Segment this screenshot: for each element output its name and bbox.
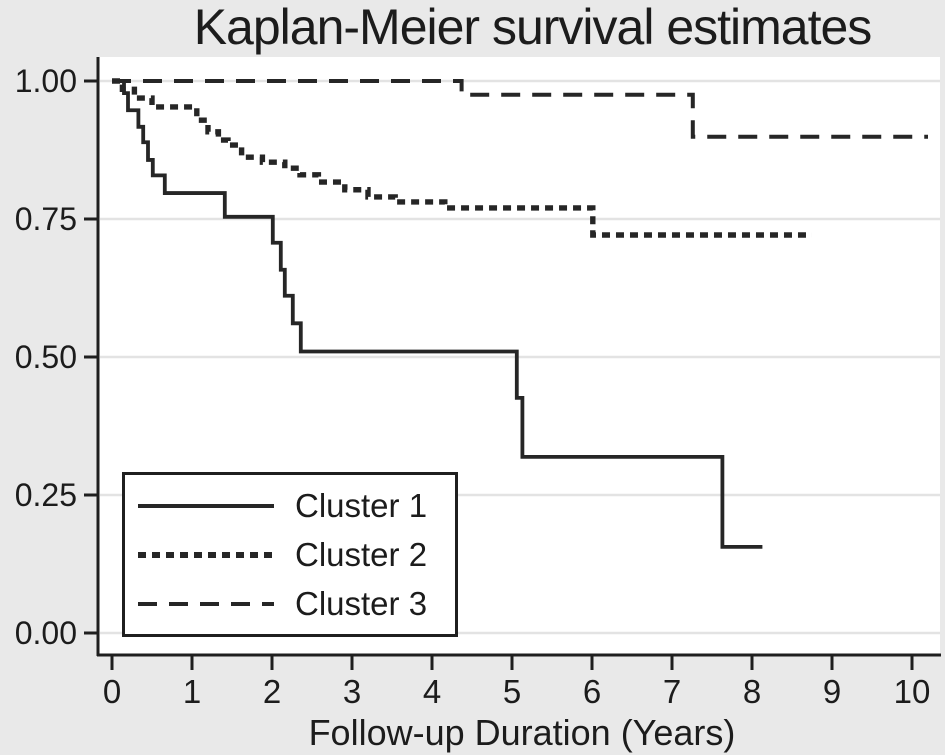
y-tick-label: 0.00: [15, 615, 77, 651]
survival-curve-cluster-1: [112, 79, 763, 549]
x-tick-label: 6: [583, 673, 601, 710]
dotted-line-sample: [138, 551, 274, 558]
dashed-line-sample: [138, 601, 274, 606]
x-axis-title: Follow-up Duration (Years): [309, 712, 736, 753]
x-tick-label: 0: [103, 673, 121, 710]
x-tick-label: 10: [894, 673, 931, 710]
x-tick-label: 7: [663, 673, 681, 710]
y-tick-label: 1.00: [15, 63, 77, 99]
legend-item-cluster-3: Cluster 3: [125, 580, 455, 628]
legend-item-cluster-2: Cluster 2: [125, 531, 455, 579]
solid-line-sample: [138, 503, 274, 508]
survival-curve-cluster-3: [112, 79, 928, 139]
y-tick-label: 0.50: [15, 339, 77, 375]
y-tick-label: 0.75: [15, 201, 77, 237]
legend-box: Cluster 1 Cluster 2 Cluster 3: [122, 472, 458, 637]
x-tick-label: 9: [823, 673, 841, 710]
legend-label: Cluster 2: [295, 535, 428, 573]
x-tick-label: 5: [503, 673, 521, 710]
y-tick-label: 0.25: [15, 477, 77, 513]
chart-title: Kaplan-Meier survival estimates: [193, 0, 873, 55]
x-tick-label: 1: [183, 673, 201, 710]
x-tick-label: 8: [743, 673, 761, 710]
legend-label: Cluster 3: [295, 584, 428, 622]
x-tick-label: 2: [263, 673, 281, 710]
legend-label: Cluster 1: [295, 486, 428, 524]
legend-item-cluster-1: Cluster 1: [125, 482, 455, 530]
x-tick-label: 3: [343, 673, 361, 710]
x-tick-label: 4: [423, 673, 441, 710]
survival-curve-cluster-2: [112, 78, 812, 238]
